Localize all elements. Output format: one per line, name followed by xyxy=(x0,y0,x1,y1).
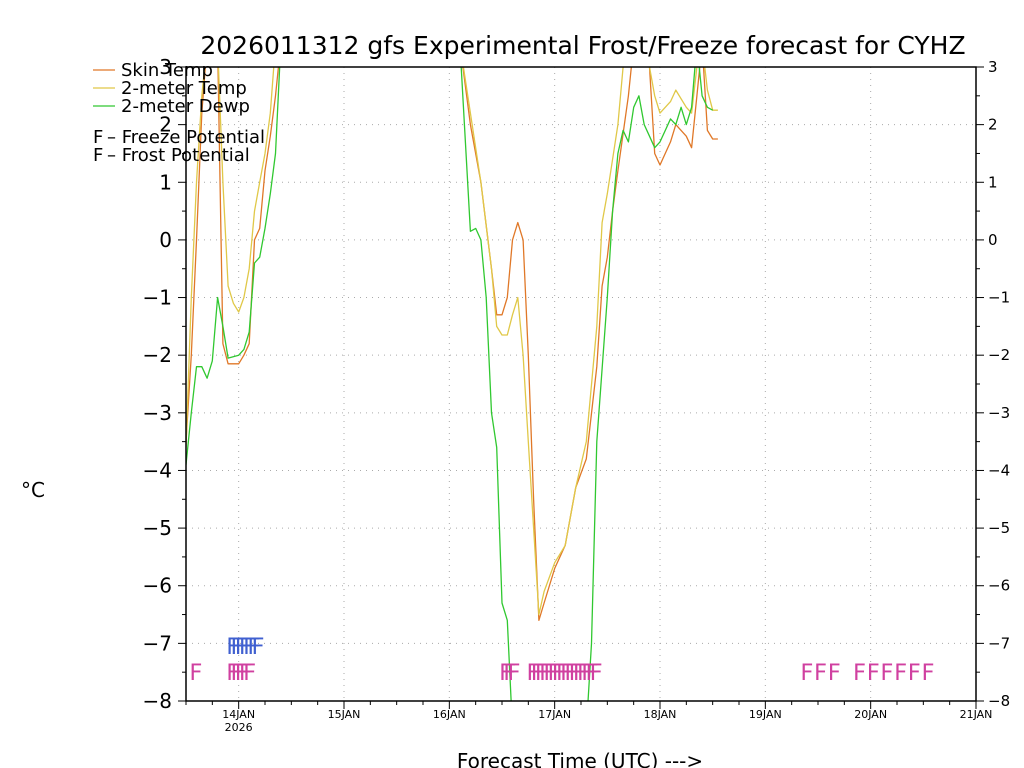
y-tick-label: −6 xyxy=(143,574,172,598)
y-tick-label: 0 xyxy=(159,228,172,252)
freeze-potential-mark: F xyxy=(556,661,569,686)
freeze-potential-mark: F xyxy=(853,661,866,686)
freeze-potential-mark: F xyxy=(568,661,581,686)
y-tick-label-right: −7 xyxy=(988,634,1010,652)
x-tick-label: 14JAN xyxy=(222,708,255,721)
freeze-potential-mark: F xyxy=(189,661,202,686)
freeze-potential-mark: F xyxy=(581,661,594,686)
freeze-potential-mark: F xyxy=(880,661,893,686)
frost-potential-mark: F xyxy=(230,635,243,660)
y-axis-left: −8 −7 −6 −5 −4 −3 −2 −1 0 1 2 3 xyxy=(143,55,186,713)
x-tick-label: 19JAN xyxy=(749,708,782,721)
freeze-potential-mark: F xyxy=(234,661,247,686)
freeze-potential-mark: F xyxy=(226,661,239,686)
series-line-2-meter-dewp xyxy=(186,67,714,701)
freeze-potential-mark: F xyxy=(507,661,520,686)
freeze-potential-mark: F xyxy=(921,661,934,686)
freeze-potential-mark: F xyxy=(499,661,512,686)
legend-potential-label: – Freeze Potential xyxy=(107,127,265,148)
series-line-2-meter-temp xyxy=(186,67,718,616)
grid-lines xyxy=(186,67,976,701)
y-tick-label-right: −5 xyxy=(988,519,1010,537)
y-tick-label-right: −4 xyxy=(988,461,1010,479)
y-axis-label: °C xyxy=(21,478,45,502)
legend-label: 2-meter Temp xyxy=(121,78,247,99)
legend-potential-label: – Frost Potential xyxy=(107,145,250,166)
frost-potential-mark: F xyxy=(243,635,256,660)
freeze-potential-mark: F xyxy=(552,661,565,686)
freeze-potential-mark: F xyxy=(577,661,590,686)
y-tick-label: −4 xyxy=(143,458,172,482)
freeze-potential-mark: F xyxy=(827,661,840,686)
y-tick-label-right: −8 xyxy=(988,692,1010,710)
frost-potential-mark: F xyxy=(234,635,247,660)
legend-potential-symbol: F xyxy=(93,145,103,166)
freeze-potential-mark: F xyxy=(526,661,539,686)
freeze-potential-mark: F xyxy=(894,661,907,686)
legend-label: Skin Temp xyxy=(121,60,213,81)
y-tick-label: 1 xyxy=(159,170,172,194)
frost-potential-mark: F xyxy=(239,635,252,660)
freeze-potential-mark: F xyxy=(543,661,556,686)
frost-potential-mark: F xyxy=(247,635,260,660)
freeze-potential-mark: F xyxy=(535,661,548,686)
x-axis-label: Forecast Time (UTC) ---> xyxy=(457,749,703,768)
y-tick-label: 3 xyxy=(159,55,172,79)
y-tick-label: −5 xyxy=(143,516,172,540)
x-tick-label: 18JAN xyxy=(644,708,677,721)
plot-series xyxy=(186,67,718,701)
y-tick-label-right: −6 xyxy=(988,577,1010,595)
y-tick-label-right: 2 xyxy=(988,116,998,134)
freeze-potential-mark: F xyxy=(539,661,552,686)
y-tick-label: −7 xyxy=(143,631,172,655)
y-tick-label-right: 3 xyxy=(988,58,998,76)
y-axis-right: −8 −7 −6 −5 −4 −3 −2 −1 0 1 2 3 xyxy=(976,58,1010,710)
y-tick-label-right: −2 xyxy=(988,346,1010,364)
x-tick-label: 20JAN xyxy=(854,708,887,721)
freeze-potential-mark: F xyxy=(800,661,813,686)
x-tick-label: 21JAN xyxy=(960,708,993,721)
frost-potential-mark: F xyxy=(226,635,239,660)
y-tick-label: 2 xyxy=(159,113,172,137)
x-tick-label: 16JAN xyxy=(433,708,466,721)
frost-potential-mark: F xyxy=(251,635,264,660)
freeze-potential-mark: F xyxy=(908,661,921,686)
freeze-potential-mark: F xyxy=(243,661,256,686)
freeze-potential-mark: F xyxy=(230,661,243,686)
y-tick-label: −8 xyxy=(143,689,172,713)
y-tick-label: −3 xyxy=(143,401,172,425)
freeze-potential-mark: F xyxy=(564,661,577,686)
freeze-potential-mark: F xyxy=(589,661,602,686)
plot-frame xyxy=(185,66,977,702)
freeze-potential-mark: F xyxy=(573,661,586,686)
freeze-potential-mark: F xyxy=(239,661,252,686)
y-tick-label: −2 xyxy=(143,343,172,367)
y-tick-label-right: −1 xyxy=(988,289,1010,307)
series-line-skin-temp xyxy=(186,67,718,621)
legend-label: 2-meter Dewp xyxy=(121,96,250,117)
freeze-potential-mark: F xyxy=(547,661,560,686)
freeze-potential-mark: F xyxy=(503,661,516,686)
legend-potential-symbol: F xyxy=(93,127,103,148)
y-tick-label-right: −3 xyxy=(988,404,1010,422)
freeze-potential-mark: F xyxy=(814,661,827,686)
y-tick-label: −1 xyxy=(143,286,172,310)
x-tick-label: 15JAN xyxy=(328,708,361,721)
y-tick-label-right: 0 xyxy=(988,231,998,249)
freeze-potential-mark: F xyxy=(530,661,543,686)
freeze-potential-mark: F xyxy=(585,661,598,686)
x-tick-label: 17JAN xyxy=(538,708,571,721)
chart-title: 2026011312 gfs Experimental Frost/Freeze… xyxy=(200,31,965,60)
freeze-potential-mark: F xyxy=(866,661,879,686)
y-tick-label-right: 1 xyxy=(988,173,998,191)
freeze-potential-mark: F xyxy=(560,661,573,686)
x-tick-sublabel: 2026 xyxy=(225,721,253,734)
